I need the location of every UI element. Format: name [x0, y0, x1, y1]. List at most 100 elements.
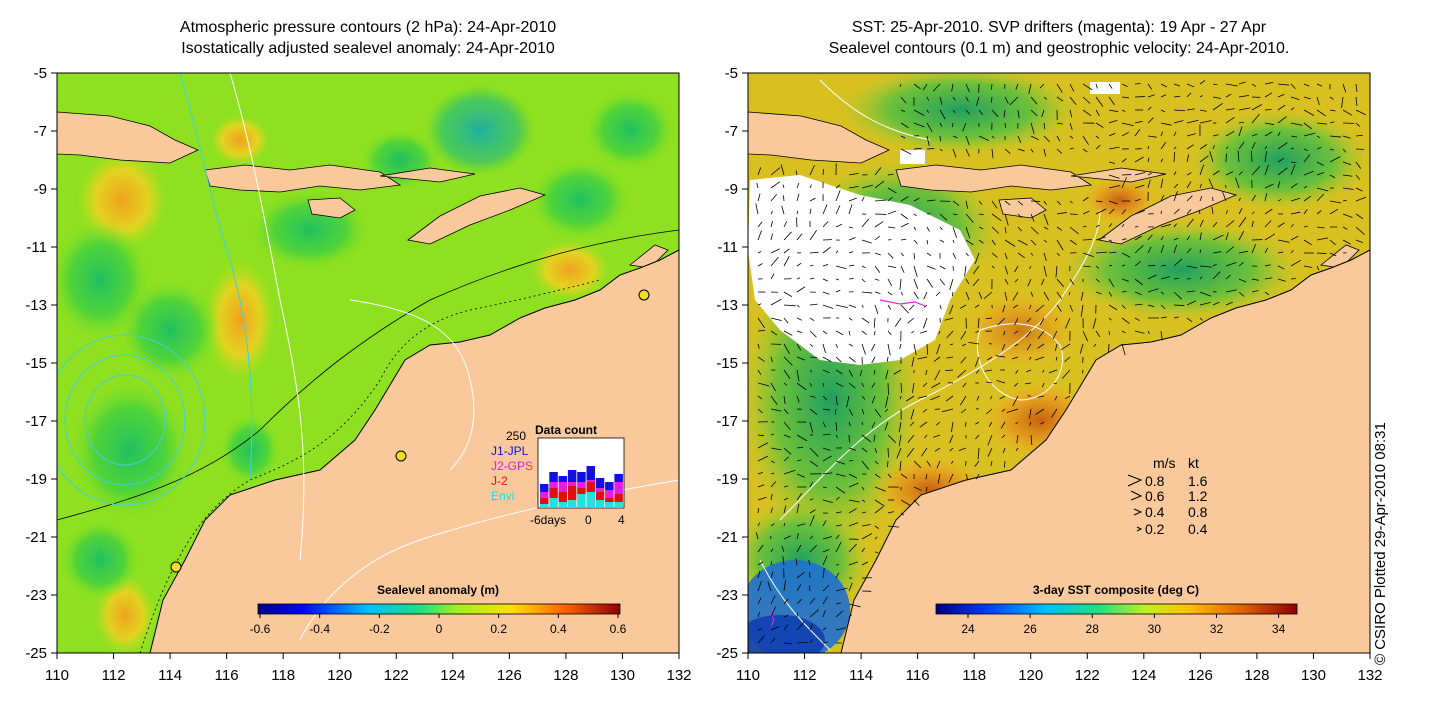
- left-x-tick-label: 124: [440, 667, 465, 684]
- velocity-vector: [861, 511, 867, 514]
- sst-colorbar-tick-label: 30: [1148, 622, 1162, 636]
- velocity-vector: [1004, 239, 1016, 247]
- velocity-vector: [1212, 234, 1224, 241]
- right-y-tick-label: -15: [716, 355, 738, 372]
- velocity-vector: [809, 343, 814, 347]
- velocity-vector: [1039, 83, 1045, 89]
- velocity-vector: [932, 83, 941, 92]
- velocity-vector: [1186, 154, 1190, 163]
- left-x-tick-label: 132: [666, 667, 691, 684]
- velocity-vector: [835, 496, 840, 501]
- velocity-vector: [1082, 252, 1094, 258]
- velocity-vector: [1134, 156, 1144, 163]
- velocity-vector: [835, 587, 848, 592]
- data-count-bar: [605, 490, 614, 498]
- velocity-vector: [861, 499, 866, 503]
- velocity-vector: [985, 317, 993, 320]
- velocity-vector: [1277, 251, 1284, 254]
- velocity-vector: [1095, 96, 1104, 107]
- pressure-contour: [84, 374, 166, 466]
- velocity-vector: [871, 395, 876, 404]
- velocity-vector: [757, 408, 763, 414]
- velocity-vector: [770, 637, 776, 644]
- velocity-vector: [1212, 145, 1215, 150]
- velocity-vector: [1108, 239, 1113, 242]
- velocity-vector: [1342, 199, 1347, 202]
- right-x-tick-label: 110: [736, 667, 760, 684]
- velocity-vector: [809, 197, 816, 202]
- velocity-vector: [1342, 109, 1353, 116]
- velocity-vector: [757, 496, 767, 501]
- velocity-vector: [822, 278, 829, 282]
- velocity-vector: [958, 447, 967, 451]
- velocity-vector: [913, 147, 922, 150]
- velocity-vector: [809, 509, 816, 514]
- velocity-vector: [900, 135, 906, 139]
- velocity-vector: [1014, 317, 1019, 326]
- data-count-bar: [567, 500, 577, 508]
- velocity-vector: [848, 447, 857, 451]
- right-x-tick-label: 118: [962, 667, 986, 684]
- velocity-vector: [991, 109, 999, 117]
- velocity-vector: [1055, 317, 1058, 322]
- left-y-tick-label: -19: [25, 471, 47, 488]
- right-y-tick-label: -19: [716, 471, 738, 488]
- velocity-vector: [923, 291, 928, 300]
- velocity-vector: [770, 356, 773, 363]
- velocity-vector: [848, 369, 854, 377]
- velocity-vector: [757, 193, 761, 202]
- velocity-vector: [1108, 291, 1113, 297]
- velocity-vector: [809, 382, 813, 387]
- velocity-vector: [1225, 130, 1235, 137]
- velocity-vector: [1186, 300, 1196, 306]
- velocity-vector: [1147, 117, 1154, 124]
- velocity-vector: [770, 194, 778, 202]
- velocity-vector: [1043, 200, 1047, 205]
- velocity-vector: [809, 369, 813, 373]
- velocity-vector: [873, 434, 876, 442]
- velocity-vector: [1056, 83, 1063, 93]
- velocity-vector: [1251, 211, 1255, 215]
- velocity-vector: [1095, 291, 1102, 295]
- land-flores: [379, 167, 476, 183]
- velocity-vector: [1029, 304, 1032, 310]
- velocity-vector: [783, 256, 790, 267]
- velocity-vector: [1238, 197, 1241, 202]
- velocity-vector: [1006, 408, 1019, 413]
- velocity-vector: [1290, 223, 1294, 228]
- velocity-vector: [1342, 83, 1347, 93]
- velocity-vector: [1121, 278, 1129, 282]
- velocity-vector: [1121, 317, 1130, 324]
- velocity-vector: [822, 499, 833, 504]
- velocity-vector: [1068, 291, 1071, 296]
- velocity-vector: [1060, 343, 1071, 351]
- sealevel-colorbar-tick-label: 0.4: [550, 622, 567, 636]
- right-x-tick-label: 122: [1075, 667, 1100, 684]
- velocity-vector: [835, 627, 847, 631]
- velocity-vector: [781, 545, 785, 553]
- velocity-vector: [909, 304, 915, 311]
- velocity-vector: [1015, 83, 1019, 90]
- velocity-vector: [1186, 265, 1197, 269]
- velocity-vector: [1082, 225, 1087, 228]
- velocity-vector: [809, 481, 814, 488]
- velocity-vector: [795, 217, 798, 228]
- velocity-vector: [1186, 119, 1199, 124]
- velocity-vector: [1277, 239, 1290, 243]
- cloud-mask: [900, 150, 925, 164]
- velocity-vector: [1186, 181, 1192, 189]
- right-x-tick-label: 128: [1244, 667, 1269, 684]
- velocity-vector: [960, 408, 967, 414]
- velocity-vector: [1251, 244, 1257, 254]
- velocity-vector: [900, 382, 903, 393]
- velocity-vector: [1041, 278, 1045, 286]
- velocity-vector: [900, 148, 912, 155]
- velocity-vector: [965, 226, 971, 239]
- sealevel-colorbar-ticks: -0.6 -0.4 -0.2 0 0.2 0.4 0.6: [250, 614, 627, 636]
- velocity-vector: [939, 304, 942, 310]
- velocity-vector: [991, 226, 1000, 234]
- velocity-vector: [861, 524, 871, 527]
- velocity-vector: [861, 218, 870, 228]
- velocity-vector: [1277, 265, 1285, 270]
- velocity-vector: [874, 221, 884, 228]
